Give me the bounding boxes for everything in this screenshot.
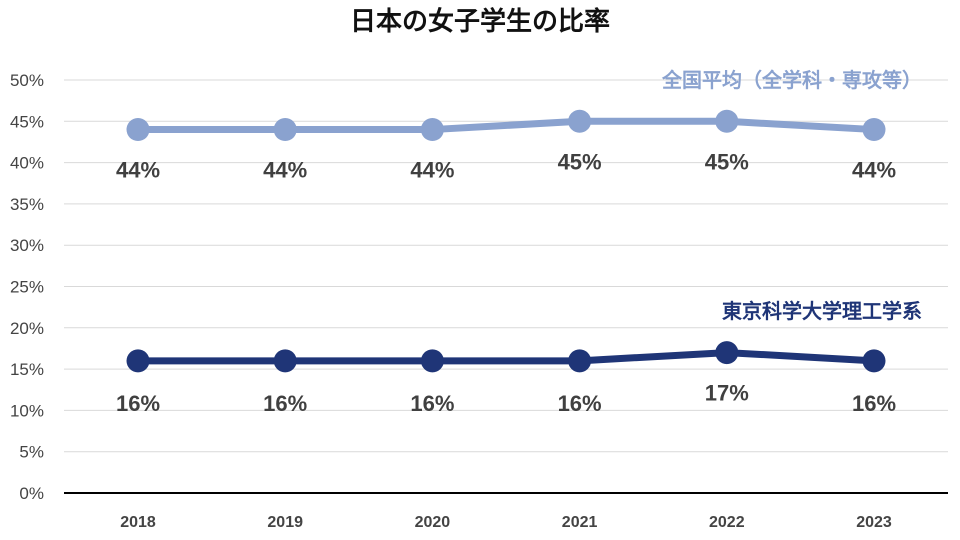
data-label: 16%: [116, 391, 160, 416]
x-tick-label: 2020: [415, 514, 451, 531]
data-label: 16%: [410, 391, 454, 416]
data-point: [126, 349, 150, 373]
y-tick-label: 50%: [10, 71, 44, 90]
y-tick-label: 25%: [10, 278, 44, 297]
series-line: [138, 349, 875, 365]
x-tick-label: 2023: [856, 514, 892, 531]
chart-title: 日本の女子学生の比率: [350, 6, 610, 37]
y-tick-label: 10%: [10, 401, 44, 420]
data-point: [568, 109, 592, 133]
data-label: 45%: [558, 149, 602, 174]
series-1: 16% 16% 16% 16% 17% 16%: [116, 341, 896, 416]
y-tick-label: 0%: [19, 484, 44, 503]
series-label-science-tokyo: 東京科学大学理工学系: [722, 299, 922, 323]
y-tick-label: 35%: [10, 195, 44, 214]
x-tick-label: 2019: [267, 514, 303, 531]
data-label: 17%: [705, 381, 749, 406]
data-point: [568, 349, 592, 373]
gridlines: [64, 79, 948, 453]
y-tick-label: 5%: [19, 443, 44, 462]
series-0: 44% 44% 44% 45% 45% 44%: [116, 109, 896, 183]
data-label: 45%: [705, 149, 749, 174]
y-tick-label: 30%: [10, 236, 44, 255]
data-point: [862, 118, 886, 142]
y-axis-ticks: 0% 5% 10% 15% 20% 25% 30% 35% 40% 45% 50%: [10, 71, 44, 503]
data-point: [715, 109, 739, 133]
x-tick-label: 2022: [709, 514, 745, 531]
x-axis-ticks: 2018 2019 2020 2021 2022 2023: [120, 514, 892, 531]
data-point: [715, 341, 739, 365]
series-label-national-average: 全国平均（全学科・専攻等）: [661, 68, 922, 92]
x-tick-label: 2018: [120, 514, 156, 531]
data-point: [126, 118, 150, 142]
series-layer: 44% 44% 44% 45% 45% 44% 16% 16% 16% 16% 17% 16%: [116, 109, 896, 416]
x-tick-label: 2021: [562, 514, 598, 531]
data-point: [273, 349, 297, 373]
data-point: [420, 118, 444, 142]
data-label: 44%: [116, 158, 160, 183]
data-label: 16%: [852, 391, 896, 416]
y-tick-label: 20%: [10, 319, 44, 338]
y-tick-label: 45%: [10, 112, 44, 131]
data-label: 16%: [263, 391, 307, 416]
y-tick-label: 40%: [10, 154, 44, 173]
data-point: [273, 118, 297, 142]
data-label: 44%: [410, 158, 454, 183]
data-label: 44%: [263, 158, 307, 183]
data-point: [862, 349, 886, 373]
y-tick-label: 15%: [10, 360, 44, 379]
data-label: 16%: [558, 391, 602, 416]
data-point: [420, 349, 444, 373]
series-line: [138, 117, 875, 134]
data-label: 44%: [852, 158, 896, 183]
